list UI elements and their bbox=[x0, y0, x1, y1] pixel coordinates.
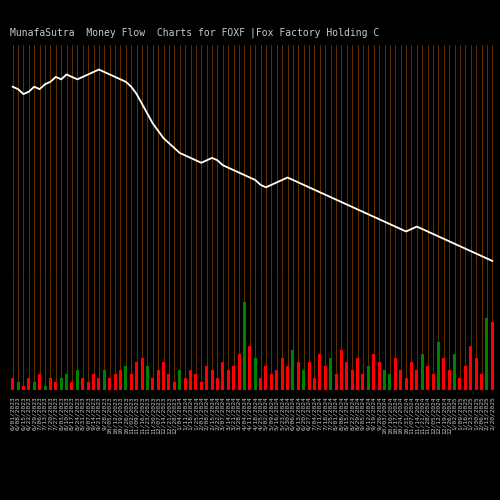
Bar bbox=[194, 374, 198, 390]
Bar bbox=[280, 358, 283, 390]
Bar bbox=[458, 378, 462, 390]
Bar bbox=[70, 382, 74, 390]
Bar bbox=[372, 354, 375, 390]
Bar bbox=[421, 354, 424, 390]
Bar bbox=[486, 318, 488, 390]
Bar bbox=[437, 342, 440, 390]
Bar bbox=[189, 370, 192, 390]
Bar bbox=[98, 378, 100, 390]
Bar bbox=[313, 378, 316, 390]
Bar bbox=[356, 358, 359, 390]
Bar bbox=[302, 370, 305, 390]
Bar bbox=[383, 370, 386, 390]
Bar bbox=[210, 370, 214, 390]
Text: |Fox Factory Holding C: |Fox Factory Holding C bbox=[250, 28, 380, 38]
Bar bbox=[152, 378, 154, 390]
Bar bbox=[453, 354, 456, 390]
Bar bbox=[44, 386, 46, 390]
Bar bbox=[308, 362, 310, 390]
Bar bbox=[178, 370, 181, 390]
Bar bbox=[254, 358, 256, 390]
Bar bbox=[156, 370, 160, 390]
Bar bbox=[82, 378, 84, 390]
Bar bbox=[410, 362, 413, 390]
Bar bbox=[464, 366, 467, 390]
Bar bbox=[378, 362, 380, 390]
Bar bbox=[227, 370, 230, 390]
Bar bbox=[470, 346, 472, 390]
Bar bbox=[140, 358, 143, 390]
Bar bbox=[394, 358, 397, 390]
Bar bbox=[205, 366, 208, 390]
Bar bbox=[33, 382, 35, 390]
Bar bbox=[474, 358, 478, 390]
Bar bbox=[388, 374, 392, 390]
Bar bbox=[346, 362, 348, 390]
Bar bbox=[350, 370, 354, 390]
Bar bbox=[404, 378, 407, 390]
Bar bbox=[38, 374, 41, 390]
Bar bbox=[340, 350, 343, 390]
Bar bbox=[135, 362, 138, 390]
Bar bbox=[399, 370, 402, 390]
Bar bbox=[124, 366, 128, 390]
Bar bbox=[362, 374, 364, 390]
Bar bbox=[270, 374, 273, 390]
Bar bbox=[130, 374, 132, 390]
Bar bbox=[168, 374, 170, 390]
Bar bbox=[442, 358, 446, 390]
Bar bbox=[297, 362, 300, 390]
Bar bbox=[86, 382, 90, 390]
Bar bbox=[162, 362, 165, 390]
Bar bbox=[114, 374, 116, 390]
Bar bbox=[292, 350, 294, 390]
Bar bbox=[16, 382, 20, 390]
Bar bbox=[146, 366, 149, 390]
Bar bbox=[318, 354, 322, 390]
Bar bbox=[432, 374, 434, 390]
Bar bbox=[248, 346, 252, 390]
Bar bbox=[238, 354, 240, 390]
Bar bbox=[65, 374, 68, 390]
Bar bbox=[276, 370, 278, 390]
Bar bbox=[200, 382, 203, 390]
Bar bbox=[49, 378, 52, 390]
Bar bbox=[28, 378, 30, 390]
Bar bbox=[119, 370, 122, 390]
Bar bbox=[216, 378, 219, 390]
Bar bbox=[264, 366, 268, 390]
Bar bbox=[60, 378, 62, 390]
Bar bbox=[108, 378, 111, 390]
Bar bbox=[329, 358, 332, 390]
Bar bbox=[448, 370, 450, 390]
Bar bbox=[22, 386, 25, 390]
Bar bbox=[184, 378, 186, 390]
Bar bbox=[334, 374, 338, 390]
Text: MunafaSutra  Money Flow  Charts for FOXF: MunafaSutra Money Flow Charts for FOXF bbox=[10, 28, 245, 38]
Bar bbox=[232, 366, 235, 390]
Bar bbox=[76, 370, 79, 390]
Bar bbox=[367, 366, 370, 390]
Bar bbox=[416, 370, 418, 390]
Bar bbox=[11, 378, 14, 390]
Bar bbox=[286, 366, 289, 390]
Bar bbox=[324, 366, 326, 390]
Bar bbox=[243, 302, 246, 390]
Bar bbox=[491, 322, 494, 390]
Bar bbox=[54, 382, 58, 390]
Bar bbox=[480, 374, 483, 390]
Bar bbox=[173, 382, 176, 390]
Bar bbox=[92, 374, 95, 390]
Bar bbox=[222, 362, 224, 390]
Bar bbox=[259, 378, 262, 390]
Bar bbox=[426, 366, 429, 390]
Bar bbox=[103, 370, 106, 390]
